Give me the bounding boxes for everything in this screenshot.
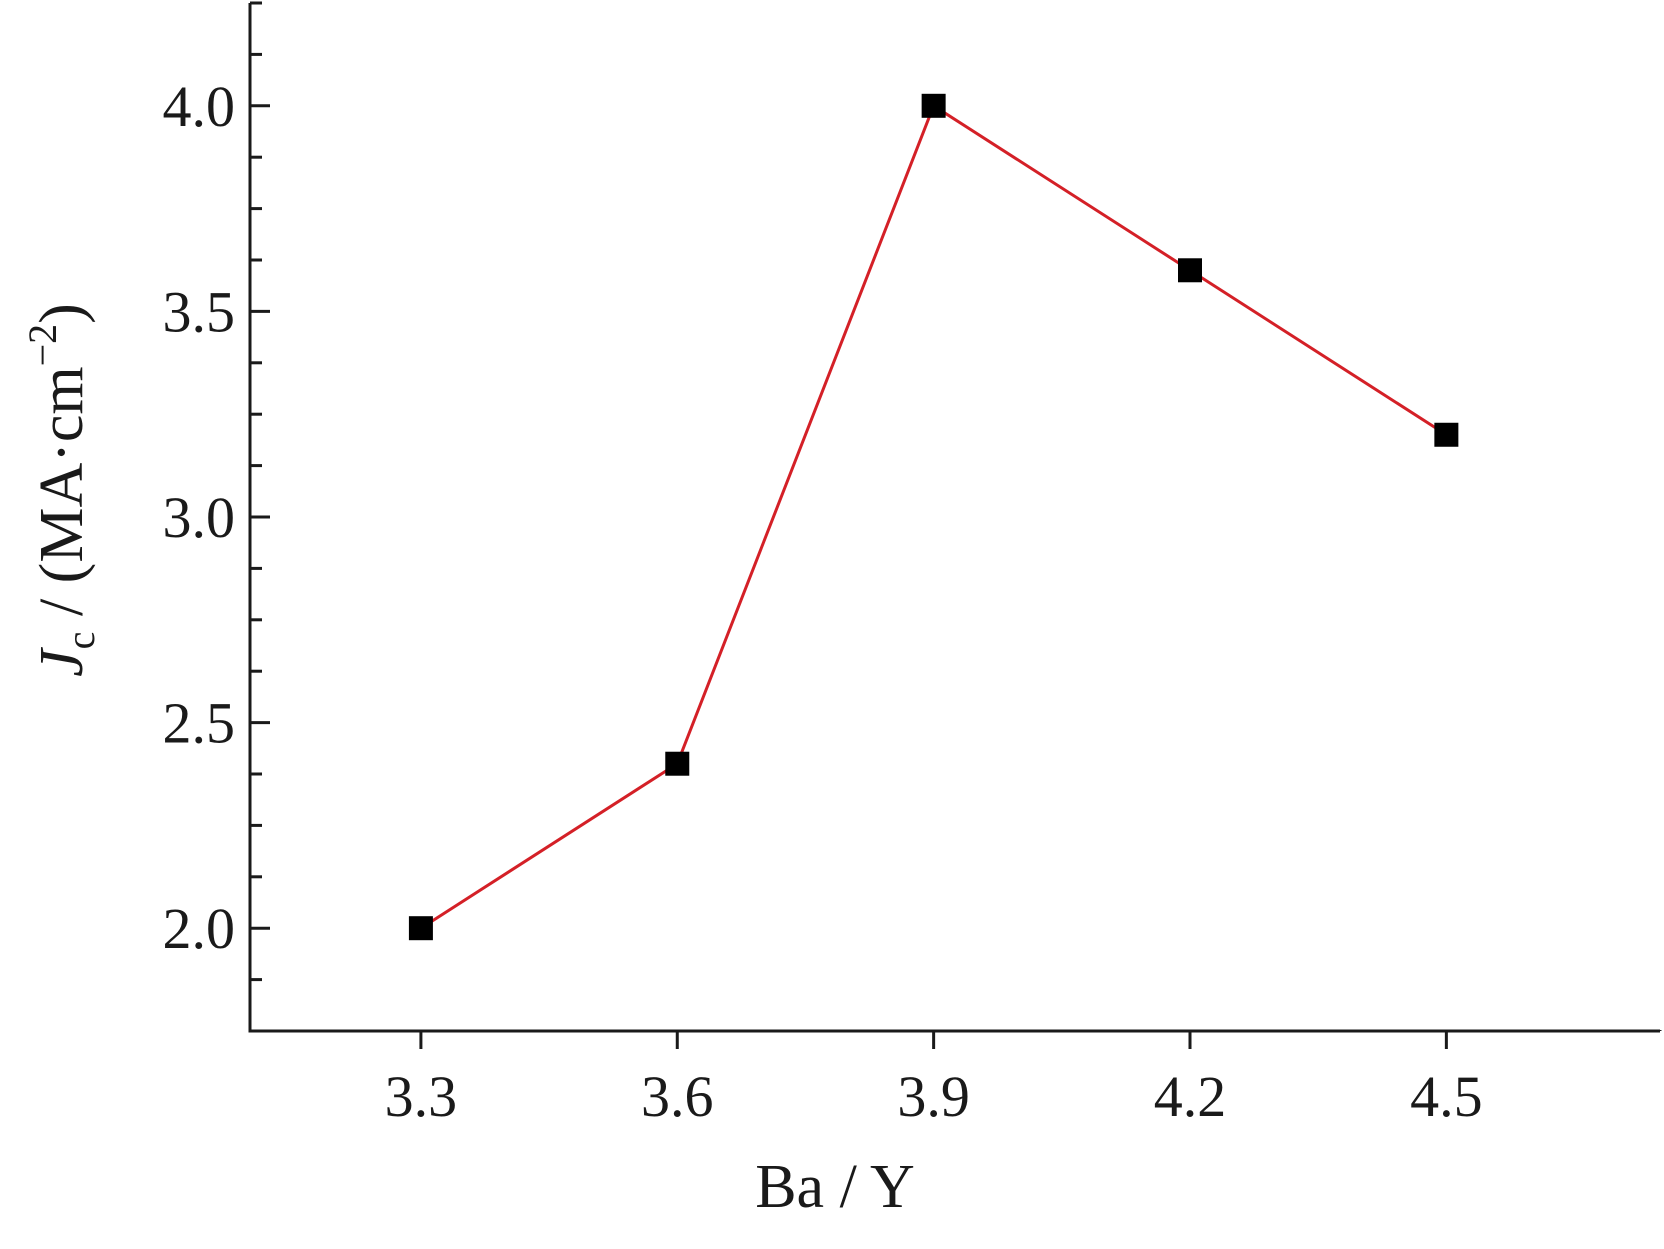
y-axis-title-unit: / (MA·cm: [28, 366, 96, 631]
y-tick-label: 2.5: [163, 691, 236, 756]
y-axis-title-superscript: −2: [20, 324, 65, 367]
y-tick-label: 3.5: [163, 279, 236, 344]
y-axis-title-close: ): [28, 303, 96, 324]
y-axis-title-symbol: J: [28, 647, 96, 677]
x-tick-label: 4.5: [1410, 1064, 1483, 1129]
data-point: [408, 916, 433, 941]
x-tick-label: 4.2: [1154, 1064, 1227, 1129]
axis-frame: [248, 3, 1660, 1033]
series: [408, 93, 1459, 941]
series-line: [420, 103, 1448, 930]
x-axis-title: Ba / Y: [755, 1153, 915, 1221]
y-tick-label: 2.0: [163, 896, 236, 961]
data-point: [1434, 422, 1459, 447]
x-axis-ticks: 3.3 3.6 3.9 4.2 4.5: [385, 1031, 1483, 1129]
data-point: [665, 751, 690, 776]
data-point: [921, 93, 946, 118]
x-tick-label: 3.9: [897, 1064, 970, 1129]
y-tick-label: 4.0: [163, 74, 236, 139]
y-axis-title: Jc / (MA·cm−2): [20, 303, 103, 677]
x-tick-label: 3.6: [641, 1064, 714, 1129]
y-tick-label: 3.0: [163, 485, 236, 550]
y-axis-title-subscript: c: [58, 632, 103, 650]
data-point: [1178, 258, 1202, 283]
x-tick-label: 3.3: [385, 1064, 458, 1129]
axes: [248, 3, 1662, 1033]
y-axis-ticks: 2.0 2.5 3.0 3.5 4.0: [163, 1, 270, 1033]
